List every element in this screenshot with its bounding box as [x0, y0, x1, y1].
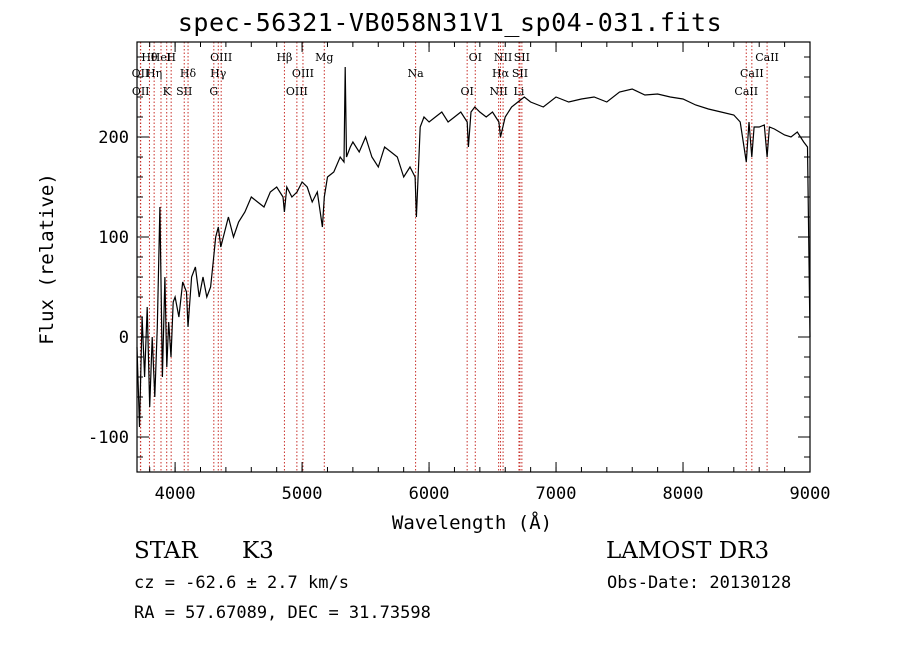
line-marker-label: Li: [514, 85, 525, 98]
line-marker-label: NII: [489, 85, 507, 98]
line-marker-label: OIII: [292, 67, 314, 80]
spectrum-chart: 4000 5000 6000 7000 8000 9000 -100 0 100 200 Hθ OI…: [36, 41, 830, 534]
line-marker-label: CaII: [740, 67, 764, 80]
coordinates-readout: RA = 57.67089, DEC = 31.73598: [134, 603, 431, 623]
line-marker-label: Hδ: [180, 67, 197, 80]
line-marker-label: Hα: [492, 67, 510, 80]
line-marker-label: K: [163, 85, 172, 98]
line-marker-label: SII: [514, 51, 530, 64]
spectrum-series-line: [136, 66, 811, 428]
line-marker-label: G: [209, 85, 218, 98]
object-subclass: K3: [242, 538, 274, 564]
x-tick-label: 4000: [155, 484, 196, 504]
line-marker-label: Hγ: [210, 67, 227, 80]
plot-frame: [136, 41, 811, 473]
line-marker-label: SII: [176, 85, 192, 98]
obs-date: Obs-Date: 20130128: [607, 573, 792, 593]
chart-title: spec-56321-VB058N31V1_sp04-031.fits: [177, 8, 723, 37]
y-axis-label: Flux (relative): [36, 173, 58, 345]
x-tick-label: 6000: [409, 484, 450, 504]
line-marker-label: Hθ: [141, 51, 158, 64]
line-marker-label: SII: [512, 67, 528, 80]
line-marker-label: H: [166, 51, 176, 64]
line-marker-label: OI: [469, 51, 482, 64]
line-marker-label: OIII: [286, 85, 308, 98]
x-tick-label: 9000: [790, 484, 831, 504]
x-tick-label: 7000: [536, 484, 577, 504]
emission-line-labels: HθOIIOIIHeIHηKHHδSIIOIIIHγGHβOIIIOIIIMgN…: [132, 51, 779, 98]
line-marker-label: Na: [408, 67, 425, 80]
line-marker-label: Hβ: [276, 51, 292, 64]
line-marker-label: HeI: [151, 51, 171, 64]
line-marker-label: OI: [460, 85, 473, 98]
emission-line-markers: [139, 42, 768, 472]
line-marker-label: OII: [132, 85, 150, 98]
line-marker-label: CaII: [755, 51, 779, 64]
object-class: STAR: [134, 538, 198, 564]
redshift-readout: cz = -62.6 ± 2.7 km/s: [134, 573, 349, 593]
y-tick-label: 100: [98, 228, 129, 248]
survey-name: LAMOST DR3: [606, 538, 770, 564]
y-tick-label: 200: [98, 128, 129, 148]
y-tick-label: -100: [88, 428, 129, 448]
y-tick-label: 0: [119, 328, 129, 348]
axis-ticks: 4000 5000 6000 7000 8000 9000 -100 0 100 200: [88, 42, 830, 504]
x-tick-label: 5000: [282, 484, 323, 504]
x-tick-label: 8000: [663, 484, 704, 504]
line-marker-label: Hη: [146, 67, 162, 80]
line-marker-label: Mg: [315, 51, 333, 64]
line-marker-label: OIII: [210, 51, 232, 64]
line-marker-label: OII: [132, 67, 150, 80]
line-marker-label: CaII: [734, 85, 758, 98]
line-marker-label: NII: [494, 51, 512, 64]
x-axis-label: Wavelength (Å): [392, 511, 552, 534]
